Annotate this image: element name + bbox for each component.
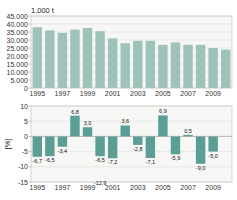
bar: [58, 33, 67, 88]
bar: [146, 41, 155, 88]
tick-label: 20.000: [7, 53, 29, 60]
bar: [196, 45, 205, 88]
data-label: -6,7: [33, 158, 42, 164]
tick-label: 1999: [80, 90, 96, 97]
tick-label: -15: [18, 179, 28, 186]
data-label: -5,0: [208, 153, 217, 159]
data-label: -2,8: [133, 146, 142, 152]
grid-line: [31, 32, 232, 33]
bar: [58, 136, 67, 146]
data-label: -6,5: [95, 157, 104, 163]
bar: [196, 136, 205, 163]
bar: [208, 48, 217, 88]
bar: [95, 31, 104, 88]
bar: [221, 50, 230, 88]
bar: [95, 136, 104, 156]
tick-label: 2007: [180, 90, 196, 97]
bar: [183, 45, 192, 88]
tick-label: 2001: [105, 90, 121, 97]
bar: [83, 127, 92, 136]
data-label: -9,0: [196, 165, 205, 171]
grid-line: [31, 121, 232, 122]
bar: [158, 115, 167, 136]
tick-label: 1995: [29, 184, 45, 191]
data-label: -5,9: [171, 155, 180, 161]
chart: 05.00010.00015.00020.00025.00030.00035.0…: [0, 0, 237, 200]
tick-label: 15.000: [7, 61, 29, 68]
tick-label: 2005: [155, 184, 171, 191]
frame: [31, 106, 232, 182]
data-label: -6,5: [45, 157, 54, 163]
tick-label: 35.000: [7, 29, 29, 36]
bar: [121, 43, 130, 88]
bar: [83, 28, 92, 88]
bars: [33, 27, 231, 88]
annotation: -12,9: [94, 180, 107, 186]
bar: [171, 42, 180, 88]
bar: [45, 136, 54, 156]
grid-line: [31, 24, 232, 25]
tick-label: 1997: [55, 90, 71, 97]
data-label: -7,2: [108, 159, 117, 165]
tick-label: 2005: [155, 90, 171, 97]
tick-label: 2007: [180, 184, 196, 191]
panel: -15-10-505101995199719992001200320052007…: [3, 103, 233, 192]
bar: [171, 136, 180, 154]
plot-area: [31, 106, 232, 182]
tick-label: 2003: [130, 184, 146, 191]
bar: [33, 136, 42, 156]
bar: [45, 30, 54, 88]
bar: [208, 136, 217, 151]
bar: [158, 45, 167, 88]
tick-label: 5: [24, 118, 28, 125]
bars: [33, 115, 231, 163]
tick-label: 2009: [205, 184, 221, 191]
tick-label: 10: [20, 103, 28, 110]
tick-label: 0: [24, 85, 28, 92]
panel: 05.00010.00015.00020.00025.00030.00035.0…: [7, 6, 232, 97]
tick-label: -5: [22, 148, 28, 155]
bar: [146, 136, 155, 158]
frame: [31, 16, 232, 88]
tick-label: 0: [24, 133, 28, 140]
axis-label: 1.000 t: [31, 6, 55, 15]
bar: [121, 125, 130, 136]
tick-label: 5.000: [10, 77, 28, 84]
tick-label: 30.000: [7, 37, 29, 44]
bar: [133, 136, 142, 145]
tick-label: 2009: [205, 90, 221, 97]
plot-area: [31, 16, 232, 88]
bar: [70, 30, 79, 88]
data-label: 3,0: [84, 120, 92, 126]
bar: [70, 116, 79, 137]
tick-label: 45.000: [7, 13, 29, 20]
zero-line: [31, 136, 232, 137]
bar: [108, 38, 117, 88]
axis-label: [%]: [3, 139, 12, 150]
tick-label: 1995: [29, 90, 45, 97]
data-label: 6,8: [71, 109, 79, 115]
data-label: 3,6: [121, 118, 129, 124]
bar: [108, 136, 117, 158]
tick-label: 25.000: [7, 45, 29, 52]
tick-label: 2003: [130, 90, 146, 97]
data-label: -3,4: [58, 148, 67, 154]
tick-label: 10.000: [7, 69, 29, 76]
tick-label: 40.000: [7, 21, 29, 28]
tick-label: -10: [18, 163, 28, 170]
tick-label: 1997: [55, 184, 71, 191]
tick-label: 2001: [105, 184, 121, 191]
data-label: -7,1: [146, 159, 155, 165]
bar: [133, 41, 142, 88]
data-label: 0,5: [184, 128, 192, 134]
data-label: 6,9: [159, 108, 167, 114]
bar: [33, 27, 42, 88]
